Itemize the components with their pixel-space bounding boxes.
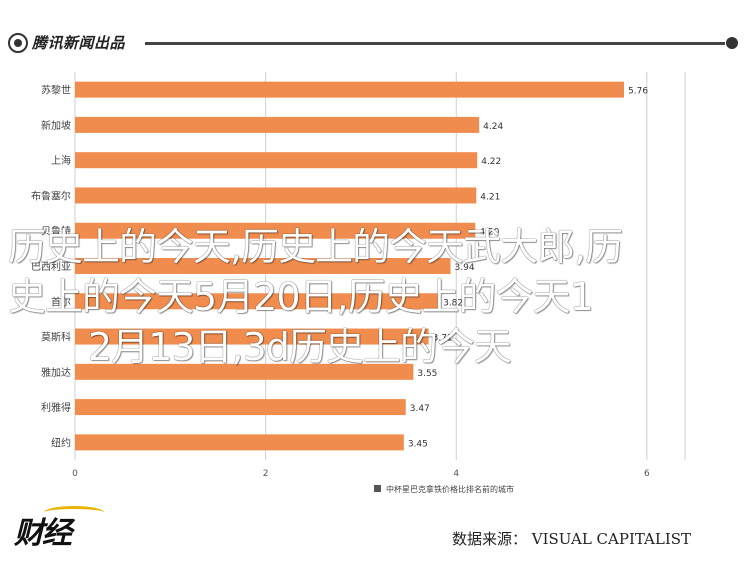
bar-4 (75, 222, 476, 239)
bar-3 (75, 187, 477, 204)
brand-swoosh-icon (44, 506, 104, 519)
tencent-news-logo-icon (8, 33, 28, 53)
value-label-1: 4.24 (483, 122, 503, 132)
value-label-0: 5.76 (628, 87, 648, 97)
bar-7 (75, 328, 429, 345)
value-label-4: 4.20 (479, 228, 499, 238)
bar-6 (75, 293, 440, 310)
chart-grid (74, 72, 686, 460)
bar-8 (75, 363, 414, 380)
x-tick-6: 6 (644, 469, 650, 479)
chart-bars (75, 81, 624, 451)
bar-9 (75, 399, 406, 416)
brand-text: 财经 (14, 516, 72, 551)
category-label-7: 莫斯科 (41, 331, 71, 344)
x-tick-labels: 0 2 4 6 (72, 469, 650, 479)
x-tick-2: 2 (263, 469, 269, 479)
category-label-10: 纽约 (51, 436, 71, 449)
logo-text: 腾讯新闻出品 (32, 34, 126, 52)
category-label-9: 利雅得 (41, 401, 71, 414)
x-tick-0: 0 (72, 469, 78, 479)
x-tick-4: 4 (453, 469, 459, 479)
category-label-1: 新加坡 (41, 119, 71, 132)
brand-logo: 财经 (14, 502, 104, 552)
category-label-2: 上海 (51, 154, 71, 167)
category-label-4: 贝鲁特 (41, 225, 71, 238)
value-label-2: 4.22 (481, 157, 501, 167)
bar-5 (75, 258, 451, 274)
value-label-10: 3.45 (408, 439, 428, 449)
category-label-6: 首尔 (51, 295, 71, 308)
source-caption: 数据来源： VISUAL CAPITALIST (452, 530, 692, 548)
category-label-8: 雅加达 (41, 366, 71, 379)
category-label-0: 苏黎世 (41, 84, 71, 97)
bar-1 (75, 116, 480, 133)
header-dot-icon (726, 37, 738, 49)
legend-swatch (374, 485, 381, 492)
bar-10 (75, 434, 404, 451)
value-labels: 5.76 4.24 4.22 4.21 4.20 3.94 3.82 3.71 3.55 3.47… (408, 87, 648, 450)
category-label-3: 布鲁塞尔 (31, 189, 71, 202)
chart-legend: 中杯星巴克拿铁价格比排名前的城市 (374, 484, 514, 494)
header-divider (145, 42, 725, 45)
category-label-5: 巴西利亚 (31, 261, 71, 273)
value-label-7: 3.71 (433, 334, 453, 344)
legend-label: 中杯星巴克拿铁价格比排名前的城市 (386, 484, 514, 494)
value-label-6: 3.82 (443, 298, 463, 308)
bar-0 (75, 81, 624, 98)
value-label-3: 4.21 (480, 192, 500, 202)
value-label-8: 3.55 (417, 369, 437, 379)
value-label-9: 3.47 (410, 404, 430, 414)
value-label-5: 3.94 (455, 263, 475, 273)
header: 腾讯新闻出品 (0, 0, 750, 62)
bar-2 (75, 152, 478, 169)
